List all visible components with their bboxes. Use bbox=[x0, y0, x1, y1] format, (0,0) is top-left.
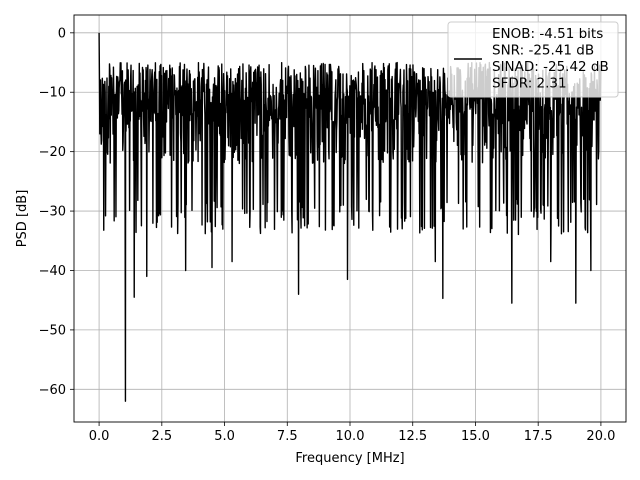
x-tick-label: 15.0 bbox=[461, 429, 490, 444]
legend-line-snr: SNR: -25.41 dB bbox=[492, 43, 594, 59]
y-tick-label: −30 bbox=[39, 205, 66, 220]
y-tick-label: −60 bbox=[39, 383, 66, 398]
x-tick-label: 2.5 bbox=[151, 429, 172, 444]
y-tick-label: 0 bbox=[58, 26, 66, 41]
x-tick-label: 20.0 bbox=[586, 429, 615, 444]
psd-trace bbox=[98, 32, 602, 402]
legend: ENOB: -4.51 bits SNR: -25.41 dB SINAD: -… bbox=[447, 21, 619, 98]
legend-line-sinad: SINAD: -25.42 dB bbox=[492, 59, 609, 75]
x-tick-label: 10.0 bbox=[336, 429, 365, 444]
y-tick-label: −10 bbox=[39, 86, 66, 101]
legend-line-enob: ENOB: -4.51 bits bbox=[492, 26, 603, 42]
y-tick-label: −20 bbox=[39, 145, 66, 160]
legend-line-sfdr: SFDR: 2.31 bbox=[492, 76, 567, 92]
x-tick-label: 17.5 bbox=[524, 429, 553, 444]
x-axis: 0.0 2.5 5.0 7.5 10.0 12.5 15.0 17.5 20.0 bbox=[89, 422, 615, 444]
y-axis: 0 −10 −20 −30 −40 −50 −60 bbox=[39, 26, 74, 398]
x-tick-label: 5.0 bbox=[214, 429, 235, 444]
legend-box bbox=[447, 21, 619, 98]
y-tick-label: −50 bbox=[39, 323, 66, 338]
x-axis-label: Frequency [MHz] bbox=[295, 451, 404, 466]
x-tick-label: 12.5 bbox=[398, 429, 427, 444]
series-psd bbox=[98, 32, 602, 402]
x-tick-label: 0.0 bbox=[89, 429, 110, 444]
y-tick-label: −40 bbox=[39, 264, 66, 279]
y-axis-label: PSD [dB] bbox=[15, 190, 30, 248]
x-tick-label: 7.5 bbox=[277, 429, 298, 444]
